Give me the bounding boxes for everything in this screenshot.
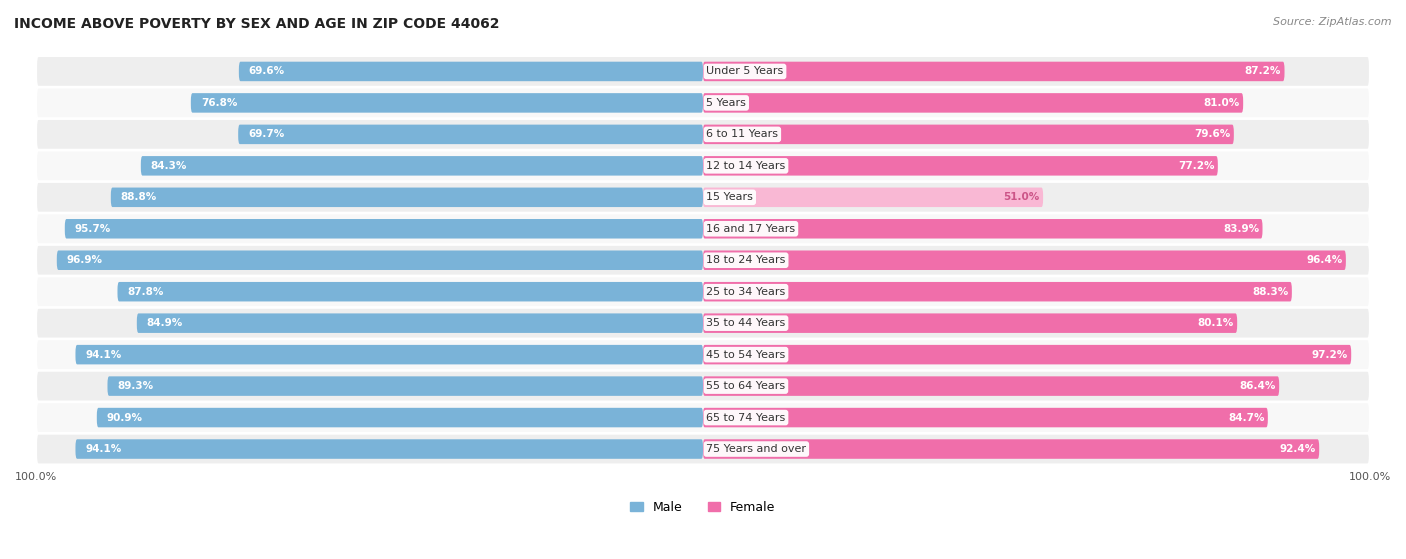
Text: 96.4%: 96.4%: [1306, 255, 1343, 265]
FancyBboxPatch shape: [703, 282, 1292, 301]
Text: 94.1%: 94.1%: [86, 444, 122, 454]
Text: 92.4%: 92.4%: [1279, 444, 1316, 454]
FancyBboxPatch shape: [37, 339, 1369, 370]
FancyBboxPatch shape: [703, 93, 1243, 113]
Text: Source: ZipAtlas.com: Source: ZipAtlas.com: [1274, 17, 1392, 27]
Text: 87.8%: 87.8%: [128, 287, 165, 297]
Text: 51.0%: 51.0%: [1004, 192, 1040, 202]
FancyBboxPatch shape: [37, 276, 1369, 307]
Text: 55 to 64 Years: 55 to 64 Years: [706, 381, 786, 391]
Text: 89.3%: 89.3%: [118, 381, 153, 391]
Text: Under 5 Years: Under 5 Years: [706, 67, 783, 77]
FancyBboxPatch shape: [703, 376, 1279, 396]
Text: 25 to 34 Years: 25 to 34 Years: [706, 287, 786, 297]
FancyBboxPatch shape: [141, 156, 703, 176]
Text: 84.3%: 84.3%: [150, 161, 187, 171]
FancyBboxPatch shape: [111, 188, 703, 207]
FancyBboxPatch shape: [703, 125, 1234, 144]
Text: 90.9%: 90.9%: [107, 413, 143, 423]
Text: INCOME ABOVE POVERTY BY SEX AND AGE IN ZIP CODE 44062: INCOME ABOVE POVERTY BY SEX AND AGE IN Z…: [14, 17, 499, 31]
FancyBboxPatch shape: [703, 345, 1351, 364]
Text: 6 to 11 Years: 6 to 11 Years: [706, 129, 779, 139]
FancyBboxPatch shape: [56, 250, 703, 270]
Text: 45 to 54 Years: 45 to 54 Years: [706, 349, 786, 359]
FancyBboxPatch shape: [76, 439, 703, 459]
FancyBboxPatch shape: [37, 182, 1369, 213]
FancyBboxPatch shape: [703, 250, 1346, 270]
FancyBboxPatch shape: [703, 219, 1263, 239]
Text: 80.1%: 80.1%: [1198, 318, 1234, 328]
FancyBboxPatch shape: [118, 282, 703, 301]
Text: 97.2%: 97.2%: [1312, 349, 1348, 359]
Text: 84.7%: 84.7%: [1227, 413, 1264, 423]
FancyBboxPatch shape: [37, 150, 1369, 181]
FancyBboxPatch shape: [97, 408, 703, 427]
Text: 96.9%: 96.9%: [67, 255, 103, 265]
FancyBboxPatch shape: [37, 119, 1369, 150]
Text: 79.6%: 79.6%: [1194, 129, 1230, 139]
FancyBboxPatch shape: [136, 314, 703, 333]
Text: 35 to 44 Years: 35 to 44 Years: [706, 318, 786, 328]
Text: 81.0%: 81.0%: [1204, 98, 1240, 108]
FancyBboxPatch shape: [37, 308, 1369, 339]
Text: 88.3%: 88.3%: [1253, 287, 1288, 297]
FancyBboxPatch shape: [703, 156, 1218, 176]
FancyBboxPatch shape: [37, 56, 1369, 87]
Text: 84.9%: 84.9%: [146, 318, 183, 328]
Text: 94.1%: 94.1%: [86, 349, 122, 359]
Text: 16 and 17 Years: 16 and 17 Years: [706, 224, 796, 234]
FancyBboxPatch shape: [703, 188, 1043, 207]
Legend: Male, Female: Male, Female: [630, 501, 776, 514]
Text: 77.2%: 77.2%: [1178, 161, 1215, 171]
Text: 86.4%: 86.4%: [1240, 381, 1275, 391]
Text: 76.8%: 76.8%: [201, 98, 238, 108]
Text: 69.6%: 69.6%: [249, 67, 285, 77]
FancyBboxPatch shape: [37, 434, 1369, 465]
FancyBboxPatch shape: [703, 439, 1319, 459]
Text: 5 Years: 5 Years: [706, 98, 747, 108]
FancyBboxPatch shape: [239, 61, 703, 81]
Text: 15 Years: 15 Years: [706, 192, 754, 202]
Text: 65 to 74 Years: 65 to 74 Years: [706, 413, 786, 423]
FancyBboxPatch shape: [107, 376, 703, 396]
Text: 95.7%: 95.7%: [75, 224, 111, 234]
FancyBboxPatch shape: [37, 402, 1369, 433]
FancyBboxPatch shape: [37, 245, 1369, 276]
FancyBboxPatch shape: [37, 371, 1369, 401]
Text: 18 to 24 Years: 18 to 24 Years: [706, 255, 786, 265]
FancyBboxPatch shape: [65, 219, 703, 239]
FancyBboxPatch shape: [37, 88, 1369, 119]
FancyBboxPatch shape: [238, 125, 703, 144]
Text: 88.8%: 88.8%: [121, 192, 157, 202]
Text: 87.2%: 87.2%: [1244, 67, 1281, 77]
FancyBboxPatch shape: [191, 93, 703, 113]
FancyBboxPatch shape: [703, 408, 1268, 427]
FancyBboxPatch shape: [37, 214, 1369, 244]
Text: 12 to 14 Years: 12 to 14 Years: [706, 161, 786, 171]
FancyBboxPatch shape: [703, 314, 1237, 333]
FancyBboxPatch shape: [703, 61, 1285, 81]
Text: 69.7%: 69.7%: [249, 129, 284, 139]
Text: 75 Years and over: 75 Years and over: [706, 444, 806, 454]
Text: 83.9%: 83.9%: [1223, 224, 1260, 234]
FancyBboxPatch shape: [76, 345, 703, 364]
